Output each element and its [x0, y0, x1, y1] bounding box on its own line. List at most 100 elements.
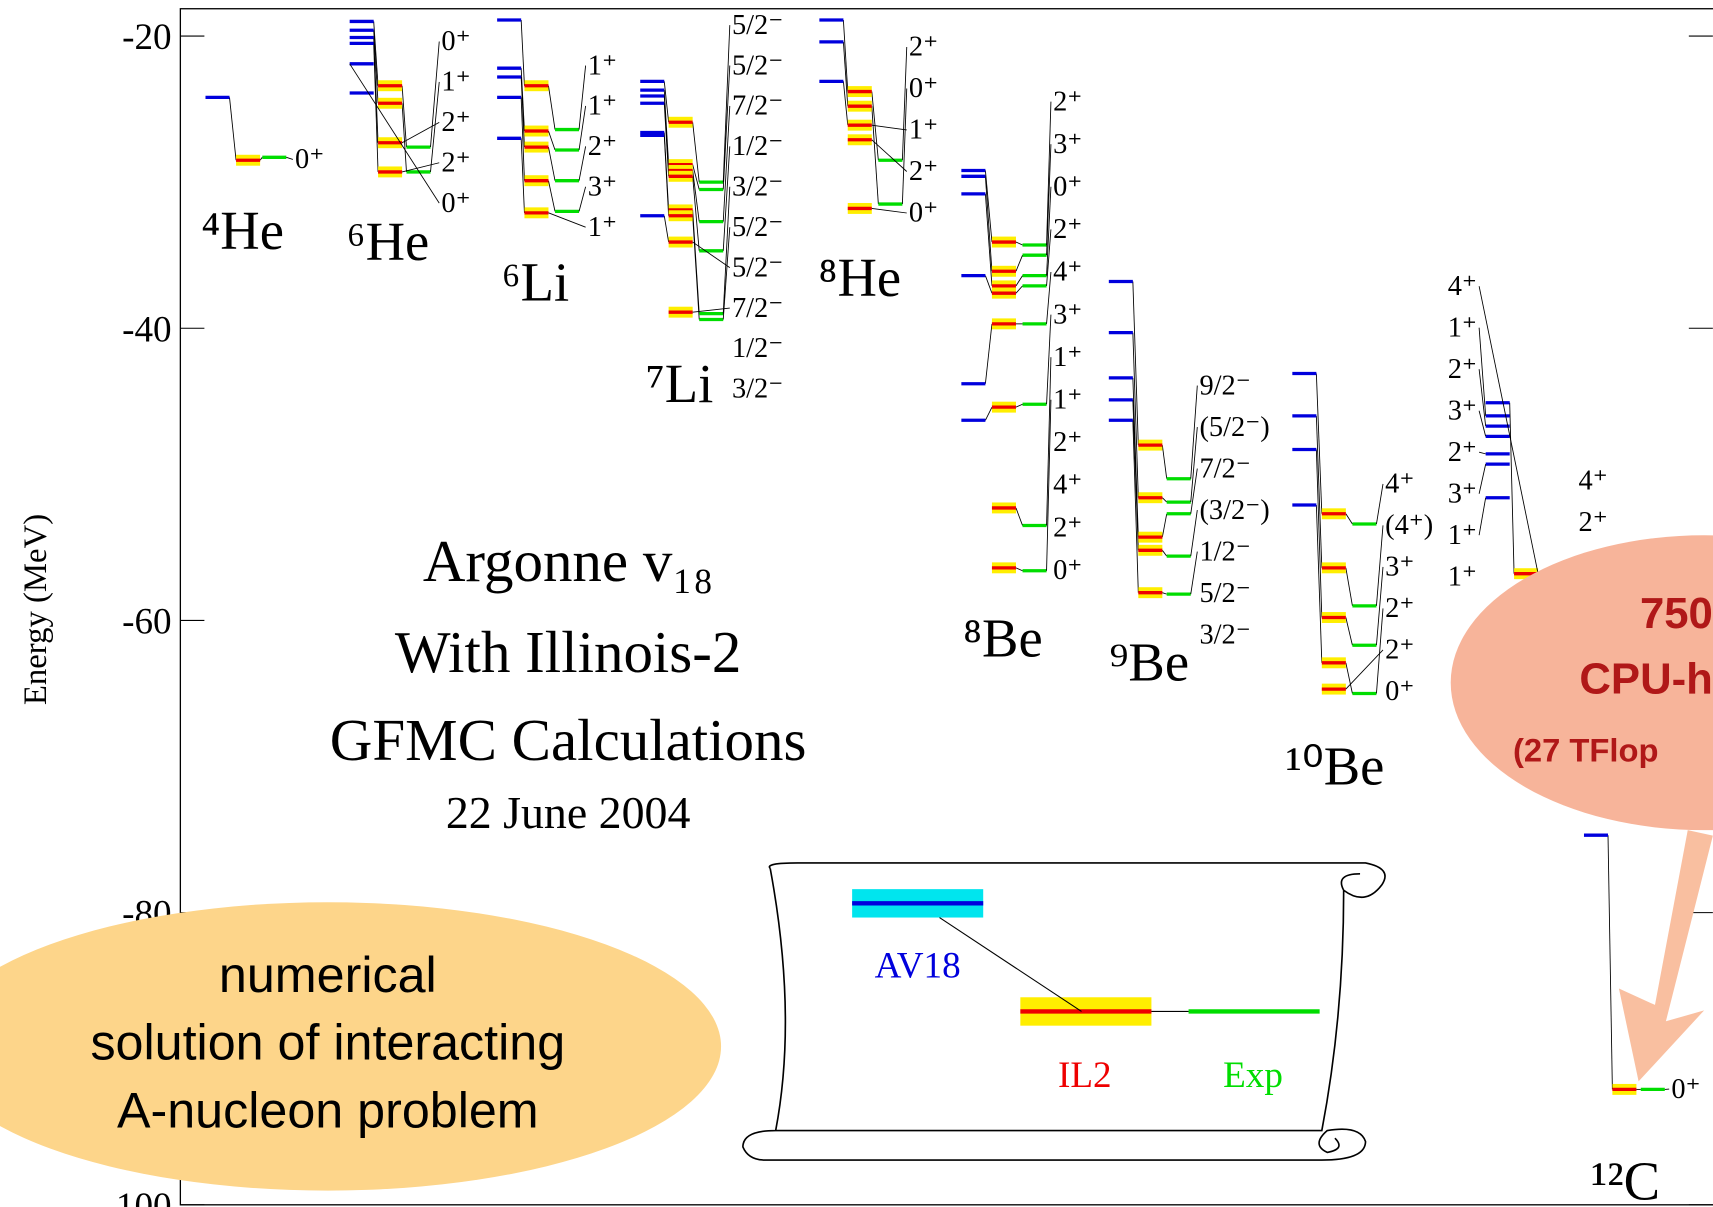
- leader-line: [1191, 552, 1198, 595]
- level-label: 5/2⁻: [732, 50, 783, 81]
- level-label: 5/2⁻: [732, 212, 783, 243]
- nucleus-name: ⁸He: [818, 247, 901, 308]
- legend: AV18 IL2 Exp: [743, 863, 1385, 1160]
- bubble-text: 750: [1640, 589, 1713, 638]
- nucleus-name: ⁸Be: [963, 607, 1043, 668]
- level-label: 3/2⁻: [732, 374, 783, 405]
- level-label: 2⁺: [1053, 214, 1082, 245]
- level-label: 4⁺: [1053, 257, 1082, 288]
- leader-line: [579, 187, 586, 212]
- annotation: Argonne v₁₈: [423, 528, 714, 594]
- leader-line: [1479, 452, 1486, 454]
- level-label: 2⁺: [441, 147, 470, 178]
- connector: [1510, 403, 1514, 574]
- connector: [1016, 568, 1023, 571]
- level-label: 3/2⁻: [1199, 619, 1250, 650]
- level-label: 2⁺: [909, 32, 938, 63]
- level-label: 3⁺: [1448, 395, 1477, 426]
- connector: [985, 324, 992, 384]
- leader-line: [579, 106, 586, 150]
- level-label: 0⁺: [909, 73, 938, 104]
- level-label: 2⁺: [1053, 427, 1082, 458]
- connector: [1346, 663, 1353, 694]
- nucleus-name: ⁴He: [201, 200, 284, 261]
- level-label: 1/2⁻: [732, 333, 783, 364]
- connector: [1016, 276, 1023, 286]
- leader-line: [548, 213, 585, 227]
- chart: -20-40-60-80-1000⁺⁴He0⁺1⁺2⁺2⁺0⁺⁶He1⁺1⁺2⁺…: [0, 0, 1713, 1207]
- connector: [693, 122, 700, 182]
- legend-label: Exp: [1223, 1055, 1283, 1096]
- level-label: 1⁺: [441, 67, 470, 98]
- level-label: 5/2⁻: [732, 252, 783, 283]
- connector: [1346, 514, 1353, 524]
- level-label: 1⁺: [588, 50, 617, 81]
- level-label: 4⁺: [1448, 271, 1477, 302]
- leader-line: [1479, 464, 1486, 494]
- level-label: 1⁺: [1448, 561, 1477, 592]
- level-label: (4⁺): [1385, 510, 1433, 541]
- connector: [548, 131, 555, 150]
- connector: [985, 276, 992, 294]
- level-label: 2⁺: [588, 131, 617, 162]
- level-label: 2⁺: [1448, 437, 1477, 468]
- nucleus-name: ¹⁰Be: [1285, 735, 1384, 796]
- level-label: 1/2⁻: [732, 131, 783, 162]
- connector: [260, 157, 262, 160]
- level-label: 2⁺: [1448, 354, 1477, 385]
- bubble-text: A-nucleon problem: [117, 1082, 539, 1138]
- level-label: 0⁺: [295, 144, 324, 175]
- connector: [548, 86, 555, 130]
- level-label: 1⁺: [588, 212, 617, 243]
- connector: [1016, 404, 1023, 407]
- level-label: 0⁺: [1385, 676, 1414, 707]
- level-label: 3/2⁻: [732, 172, 783, 203]
- level-label: 3⁺: [1053, 299, 1082, 330]
- nucleus-name: ⁹Be: [1109, 632, 1189, 693]
- leader-line: [1376, 525, 1383, 605]
- level-label: 5/2⁻: [1199, 578, 1250, 609]
- connector: [548, 181, 555, 212]
- level-label: (3/2⁻): [1199, 495, 1269, 526]
- level-label: 7/2⁻: [1199, 453, 1250, 484]
- connector: [872, 106, 879, 204]
- nucleus-name: ⁶Li: [502, 251, 570, 312]
- leader-line: [1376, 567, 1383, 645]
- y-tick-label: -60: [122, 602, 172, 643]
- level-label: 7/2⁻: [732, 293, 783, 324]
- connector: [1162, 498, 1166, 502]
- leader-line: [872, 140, 907, 172]
- connector: [548, 147, 555, 181]
- level-label: 1⁺: [1053, 385, 1082, 416]
- leader-line: [1479, 286, 1538, 574]
- level-label: 0⁺: [441, 188, 470, 219]
- level-label: 2⁺: [1385, 593, 1414, 624]
- annotation: GFMC Calculations: [330, 707, 807, 773]
- leader-line: [1479, 328, 1486, 416]
- level-label: 0⁺: [909, 198, 938, 229]
- y-tick-label: -20: [122, 17, 172, 58]
- level-label: 9/2⁻: [1199, 370, 1250, 401]
- legend-label: IL2: [1058, 1055, 1112, 1096]
- level-label: 3⁺: [588, 172, 617, 203]
- connector: [1346, 568, 1353, 606]
- connector: [1016, 255, 1023, 271]
- connector: [985, 176, 992, 271]
- level-label: 1⁺: [1053, 342, 1082, 373]
- bubble-text: (27 TFlop: [1513, 731, 1659, 768]
- connector: [1162, 593, 1166, 594]
- level-label: (5/2⁻): [1199, 412, 1269, 443]
- level-label: 7/2⁻: [732, 91, 783, 122]
- level-label: 0⁺: [441, 26, 470, 57]
- nucleus-name: ⁶He: [347, 211, 430, 272]
- level-label: 2⁺: [441, 107, 470, 138]
- level-label: 1/2⁻: [1199, 536, 1250, 567]
- leader-line: [579, 146, 586, 180]
- leader-line: [579, 66, 586, 130]
- level-label: 2⁺: [1053, 512, 1082, 543]
- connector: [693, 216, 700, 320]
- bubble-text: numerical: [219, 947, 437, 1003]
- leader-line: [286, 157, 293, 159]
- y-tick-label: -100: [104, 1186, 172, 1207]
- y-axis-label: Energy (MeV): [18, 514, 54, 705]
